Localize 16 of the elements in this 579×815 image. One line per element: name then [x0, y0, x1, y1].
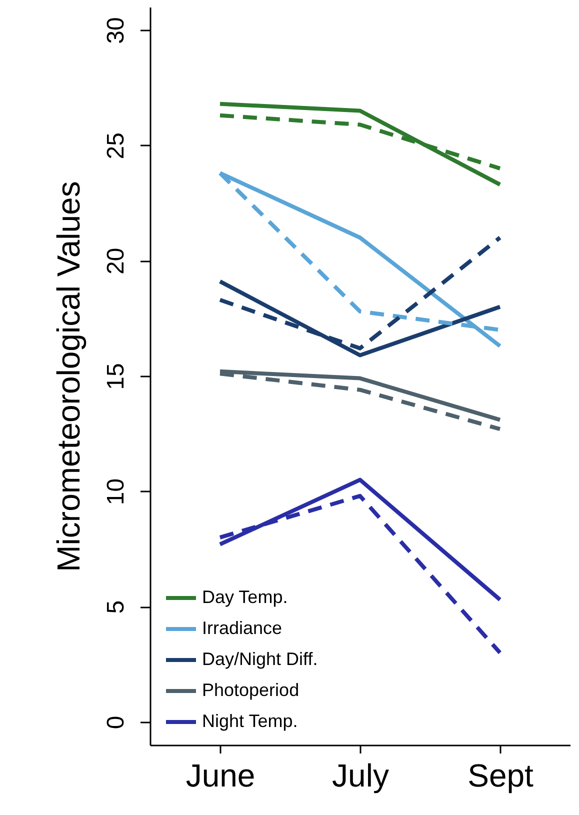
legend-label: Night Temp. [202, 711, 298, 731]
x-tick-label: July [332, 758, 389, 794]
y-tick-label: 10 [102, 478, 130, 506]
legend-label: Irradiance [202, 618, 282, 638]
legend-label: Day/Night Diff. [202, 649, 318, 669]
y-axis-title: Micrometeorological Values [50, 181, 86, 572]
y-tick-label: 0 [102, 716, 130, 730]
legend-label: Photoperiod [202, 680, 300, 700]
y-tick-label: 20 [102, 248, 130, 275]
x-tick-label: Sept [468, 758, 534, 794]
y-tick-label: 15 [102, 363, 130, 390]
y-tick-label: 25 [102, 132, 130, 160]
x-tick-label: June [186, 758, 256, 794]
legend-label: Day Temp. [202, 587, 288, 607]
y-tick-label: 30 [102, 17, 130, 44]
y-tick-label: 5 [102, 600, 130, 614]
